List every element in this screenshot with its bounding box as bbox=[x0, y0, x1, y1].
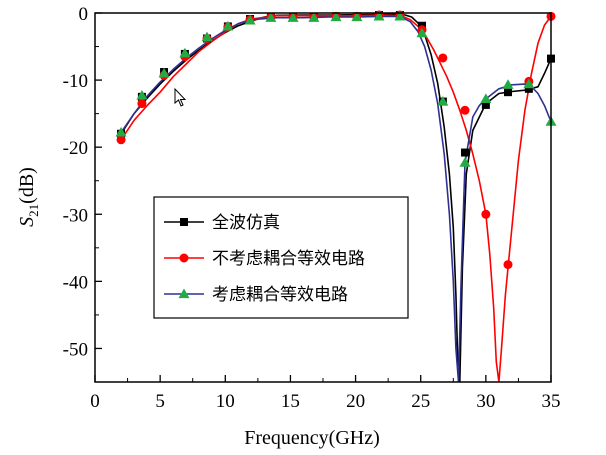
data-point-series-1 bbox=[504, 88, 513, 97]
y-axis-title-subscript: 21 bbox=[26, 204, 41, 217]
legend-label-3: 考虑耦合等效电路 bbox=[212, 285, 348, 305]
y-axis-title-symbol: S bbox=[16, 217, 38, 227]
data-point-series-3 bbox=[179, 47, 191, 58]
legend-marker-1 bbox=[180, 218, 188, 226]
data-point-series-3 bbox=[523, 78, 535, 89]
series-line-3 bbox=[120, 15, 551, 382]
data-point-series-2 bbox=[503, 260, 513, 270]
data-point-series-3 bbox=[502, 79, 514, 89]
data-point-series-2 bbox=[438, 53, 448, 63]
x-axis-title: Frequency(GHz) bbox=[244, 427, 380, 449]
y-axis-title: S21(dB) bbox=[16, 167, 41, 227]
x-tick-label: 25 bbox=[411, 391, 430, 412]
y-tick-label: 0 bbox=[79, 4, 89, 25]
y-tick-label: -30 bbox=[63, 205, 88, 226]
data-point-series-2 bbox=[116, 135, 126, 145]
x-tick-label: 0 bbox=[90, 391, 100, 412]
series-curves bbox=[120, 13, 551, 382]
data-point-series-3 bbox=[394, 10, 406, 21]
data-point-series-3 bbox=[308, 12, 320, 22]
series-line-2 bbox=[120, 14, 551, 382]
y-axis-ticks: 0 -10 -20 -30 -40 -50 bbox=[63, 4, 102, 360]
y-axis-title-unit: (dB) bbox=[16, 167, 38, 204]
data-point-series-3 bbox=[201, 31, 213, 42]
data-point-series-3 bbox=[115, 126, 127, 137]
x-tick-label: 20 bbox=[346, 391, 365, 412]
legend-marker-3 bbox=[178, 288, 190, 299]
data-point-series-3 bbox=[416, 27, 428, 38]
x-tick-label: 35 bbox=[542, 391, 561, 412]
data-point-series-3 bbox=[480, 93, 492, 104]
data-point-series-2 bbox=[481, 209, 491, 219]
y-tick-label: -50 bbox=[63, 339, 88, 360]
x-tick-label: 10 bbox=[216, 391, 235, 412]
x-tick-label: 30 bbox=[476, 391, 495, 412]
data-point-series-3 bbox=[222, 20, 234, 31]
legend-label-2: 不考虑耦合等效电路 bbox=[212, 249, 365, 269]
data-point-series-2 bbox=[137, 99, 147, 109]
data-point-series-3 bbox=[136, 90, 148, 100]
y-tick-label: -10 bbox=[63, 71, 88, 92]
x-tick-label: 15 bbox=[281, 391, 300, 412]
x-tick-label: 5 bbox=[155, 391, 165, 412]
data-point-series-3 bbox=[244, 14, 256, 25]
y-tick-label: -40 bbox=[63, 272, 88, 293]
data-point-series-3 bbox=[265, 12, 277, 22]
data-point-series-2 bbox=[460, 105, 470, 115]
data-point-series-3 bbox=[437, 96, 449, 106]
data-point-series-3 bbox=[330, 11, 342, 22]
legend-label-1: 全波仿真 bbox=[212, 213, 280, 233]
data-point-series-1 bbox=[461, 148, 470, 157]
series-markers bbox=[115, 10, 557, 270]
data-point-series-3 bbox=[287, 12, 299, 22]
data-point-series-1 bbox=[481, 100, 490, 109]
y-tick-label: -20 bbox=[63, 138, 88, 159]
x-axis-ticks: 0 5 10 15 20 25 30 35 bbox=[90, 375, 561, 412]
data-point-series-3 bbox=[158, 67, 170, 78]
data-point-series-3 bbox=[351, 11, 363, 22]
data-point-series-1 bbox=[524, 84, 533, 93]
mouse-cursor-icon bbox=[174, 87, 187, 107]
data-point-series-3 bbox=[373, 10, 385, 21]
data-point-series-3 bbox=[459, 157, 471, 167]
legend-marker-2 bbox=[179, 253, 189, 263]
